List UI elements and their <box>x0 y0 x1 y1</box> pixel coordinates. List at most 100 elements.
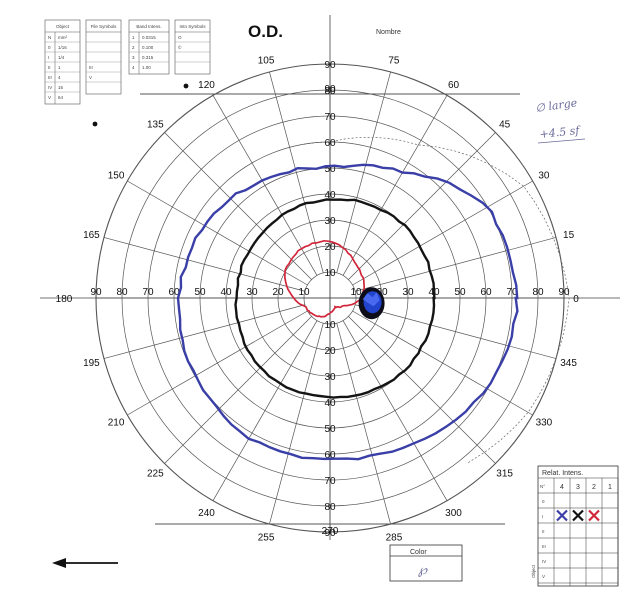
eccentricity-label: 10 <box>324 268 336 279</box>
eccentricity-label: 30 <box>324 372 336 383</box>
table-cell: II <box>48 65 51 70</box>
legend-mark <box>572 509 584 522</box>
isopter-blue <box>176 163 519 461</box>
handwritten-note-1: ∅ large <box>535 96 579 115</box>
meridian-labels: 0153045607590105120135150165180195210225… <box>56 55 580 543</box>
table-cell: 64 <box>58 95 64 100</box>
grid-meridian <box>103 304 305 359</box>
table-header: Intn Symbols <box>179 24 206 29</box>
grid-meridian <box>164 316 312 464</box>
blind-spot <box>358 287 385 320</box>
table-cell: 0 <box>48 45 51 50</box>
table-cell: 1 <box>58 65 61 70</box>
eccentricity-label: 70 <box>506 287 518 298</box>
table-cell: 2 <box>132 45 135 50</box>
grid-meridian <box>348 316 496 464</box>
eccentricity-label: 80 <box>532 287 544 298</box>
legend-row-label: V <box>542 574 545 579</box>
grid-meridian <box>336 323 391 525</box>
eccentricity-label: 80 <box>116 287 128 298</box>
normal-field-boundary <box>302 136 570 463</box>
legend-column-label: 1 <box>608 484 612 491</box>
meridian-label: 120 <box>198 80 215 91</box>
eccentricity-label: 50 <box>324 164 336 175</box>
meridian-label: 285 <box>386 533 403 544</box>
eccentricity-label: 60 <box>324 138 336 149</box>
table-cell: III <box>48 75 52 80</box>
meridian-label: 15 <box>563 230 575 241</box>
table-header: Band Intens. <box>136 24 161 29</box>
legend-column-label: 3 <box>576 484 580 491</box>
table-cell: O <box>178 35 182 40</box>
reference-tables: Object N mm² 0 1/16 I 1/4 II 1 III 4 IV 16 V 64 File Sy… <box>44 19 211 127</box>
table-cell: 0.315 <box>142 55 154 60</box>
legend-row-label: III <box>542 544 546 549</box>
meridian-label: 180 <box>56 294 73 305</box>
eccentricity-label: 40 <box>324 398 336 409</box>
grid-meridian <box>164 132 312 280</box>
isopter-red <box>284 239 366 318</box>
table-cell: V <box>89 75 92 80</box>
meridian-label: 255 <box>258 533 275 544</box>
blind-spot-highlight <box>362 292 380 307</box>
grid-meridian <box>212 320 318 501</box>
grid-meridian <box>212 95 318 276</box>
table-header: File Symbols <box>91 24 118 29</box>
legend-object-label: Object <box>531 564 536 578</box>
legend-n-label: N° <box>540 484 545 489</box>
color-box: Color ℘ <box>389 544 463 582</box>
meridian-label: 165 <box>83 230 100 241</box>
file-symbols-table: File Symbols III V <box>85 19 122 95</box>
table-cell: 0.0315 <box>142 35 156 40</box>
eccentricity-label: 40 <box>324 190 336 201</box>
table-cell: 1/4 <box>58 55 65 60</box>
left-arrow-icon <box>52 558 118 568</box>
eccentricity-label: 70 <box>142 287 154 298</box>
legend-row-label: 0 <box>542 499 545 504</box>
table-cell: V <box>48 95 51 100</box>
eccentricity-label: 70 <box>324 112 336 123</box>
legend-title: Relat. Intens. <box>542 470 583 477</box>
eccentricity-label: 30 <box>246 287 258 298</box>
table-cell: 4 <box>58 75 61 80</box>
eccentricity-label: 10 <box>298 287 310 298</box>
handwritten-underline <box>537 138 586 144</box>
meridian-label: 30 <box>538 171 550 182</box>
eccentricity-label: 80 <box>324 502 336 513</box>
meridian-label: 150 <box>108 171 125 182</box>
meridian-label: 105 <box>258 55 275 66</box>
color-label: Color <box>410 549 427 556</box>
header-small-mark: — <box>448 91 453 96</box>
symbol-dot <box>92 121 98 127</box>
grid-meridian <box>336 71 391 273</box>
meridian-label: 270 <box>322 526 339 537</box>
eccentricity-label: 60 <box>168 287 180 298</box>
polar-grid <box>40 15 620 540</box>
legend-frame <box>537 465 619 587</box>
meridian-label: 330 <box>536 418 553 429</box>
legend-row-label: IV <box>542 559 546 564</box>
eccentricity-label: 60 <box>480 287 492 298</box>
symbol-dot <box>183 83 189 89</box>
grid-meridian <box>269 71 324 273</box>
eccentricity-label: 20 <box>376 287 388 298</box>
grid-meridian <box>103 237 305 292</box>
grid-meridian <box>127 310 308 416</box>
eccentricity-label: 80 <box>324 86 336 97</box>
meridian-label: 75 <box>388 55 400 66</box>
meridian-label: 210 <box>108 418 125 429</box>
grid-meridian <box>352 310 533 416</box>
eccentricity-label: 90 <box>324 528 336 539</box>
grid-meridian <box>348 132 496 280</box>
eccentricity-label: 50 <box>194 287 206 298</box>
table-cell: 4 <box>132 65 135 70</box>
eccentricity-label: 30 <box>324 216 336 227</box>
table-cell: 1/16 <box>58 45 67 50</box>
table-cell: 1 <box>132 35 135 40</box>
grid-meridian <box>342 320 448 501</box>
intensity-table: Band Intens. 1 0.0315 2 0.100 3 0.315 4 1.00 <box>128 19 170 75</box>
table-cell: © <box>178 44 182 50</box>
grid-meridian <box>269 323 324 525</box>
